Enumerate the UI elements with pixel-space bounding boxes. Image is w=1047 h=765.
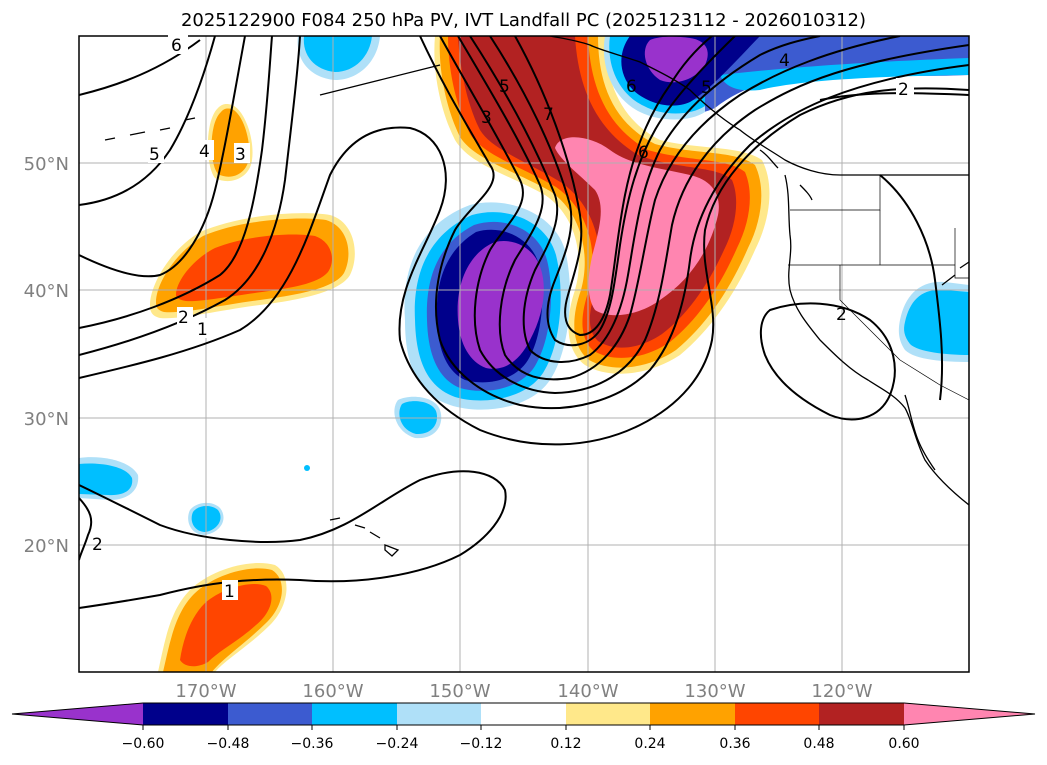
lon-labels: 170°W 160°W 150°W 140°W 130°W 120°W [175, 681, 872, 702]
contour-label: 2 [92, 535, 103, 555]
lon-tick-label: 140°W [557, 681, 618, 702]
colorbar-tick-label: −0.12 [460, 736, 503, 752]
pv-contours [79, 36, 969, 609]
contour-label: 2 [836, 305, 847, 325]
colorbar-segment [566, 703, 650, 725]
contour-label: 3 [481, 108, 492, 128]
lon-tick-label: 130°W [684, 681, 745, 702]
region-neg-far-west [79, 457, 139, 500]
colorbar-segment [735, 703, 819, 725]
colorbar-segment [228, 703, 312, 725]
contour-label: 1 [224, 582, 235, 602]
region-pos-south [158, 562, 287, 672]
colorbar-segment [397, 703, 481, 725]
colorbar-segment [481, 703, 566, 725]
colorbar-tick-label: 0.12 [550, 736, 581, 752]
region-tiny-dot [304, 465, 310, 471]
lat-tick-label: 30°N [24, 409, 69, 430]
colorbar-tick-label: 0.60 [888, 736, 919, 752]
lon-tick-label: 170°W [175, 681, 236, 702]
contour-label: 6 [638, 143, 649, 163]
contour-label: 5 [701, 78, 712, 98]
contour-label: 4 [199, 142, 210, 162]
contour-label: 5 [499, 77, 510, 97]
lon-tick-label: 160°W [302, 681, 363, 702]
coastlines [104, 36, 969, 557]
colorbar-segment [650, 703, 735, 725]
colorbar-tick-label: −0.24 [376, 736, 419, 752]
lat-tick-label: 20°N [24, 536, 69, 557]
colorbar-ticks [142, 725, 905, 730]
region-pos-west-band [150, 213, 355, 319]
contour-label: 6 [626, 77, 637, 97]
colorbar-tick-label: −0.60 [122, 736, 165, 752]
region-neg-north-edge [297, 36, 380, 80]
lat-tick-label: 50°N [24, 154, 69, 175]
contour-label: 2 [898, 80, 909, 100]
region-pos-high-trough [434, 36, 770, 374]
contour-label: 3 [235, 145, 246, 165]
lat-labels: 50°N 40°N 30°N 20°N [24, 154, 69, 557]
colorbar-segment [143, 703, 228, 725]
contour-label: 5 [149, 145, 160, 165]
map-title: 2025122900 F084 250 hPa PV, IVT Landfall… [180, 10, 867, 31]
colorbar-tick-label: 0.36 [719, 736, 750, 752]
contour-label: 7 [543, 105, 554, 125]
colorbar: −0.60 −0.48 −0.36 −0.24 −0.12 0.12 0.24 … [11, 702, 1036, 752]
region-neg-baja [898, 281, 969, 362]
contour-label: 6 [171, 36, 182, 56]
state-borders [788, 175, 969, 401]
contour-label: 4 [779, 51, 790, 71]
colorbar-tick-label: −0.48 [207, 736, 250, 752]
contour-labels: 6 5 4 3 2 1 5 3 7 6 6 5 4 2 2 1 2 [92, 34, 914, 602]
colorbar-tick-label: 0.48 [803, 736, 834, 752]
lat-tick-label: 40°N [24, 281, 69, 302]
colorbar-segment [312, 703, 397, 725]
lon-tick-label: 150°W [429, 681, 490, 702]
contour-label: 1 [197, 320, 208, 340]
colorbar-tick-label: −0.36 [291, 736, 334, 752]
region-neg-low-alaska [603, 36, 969, 120]
gridlines [79, 36, 969, 672]
colorbar-segment [819, 703, 904, 725]
contour-label: 2 [178, 308, 189, 328]
map-frame [78, 35, 970, 673]
colorbar-extend-high [904, 703, 1035, 725]
colorbar-extend-low [12, 703, 143, 725]
colorbar-tick-label: 0.24 [634, 736, 665, 752]
lon-tick-label: 120°W [811, 681, 872, 702]
